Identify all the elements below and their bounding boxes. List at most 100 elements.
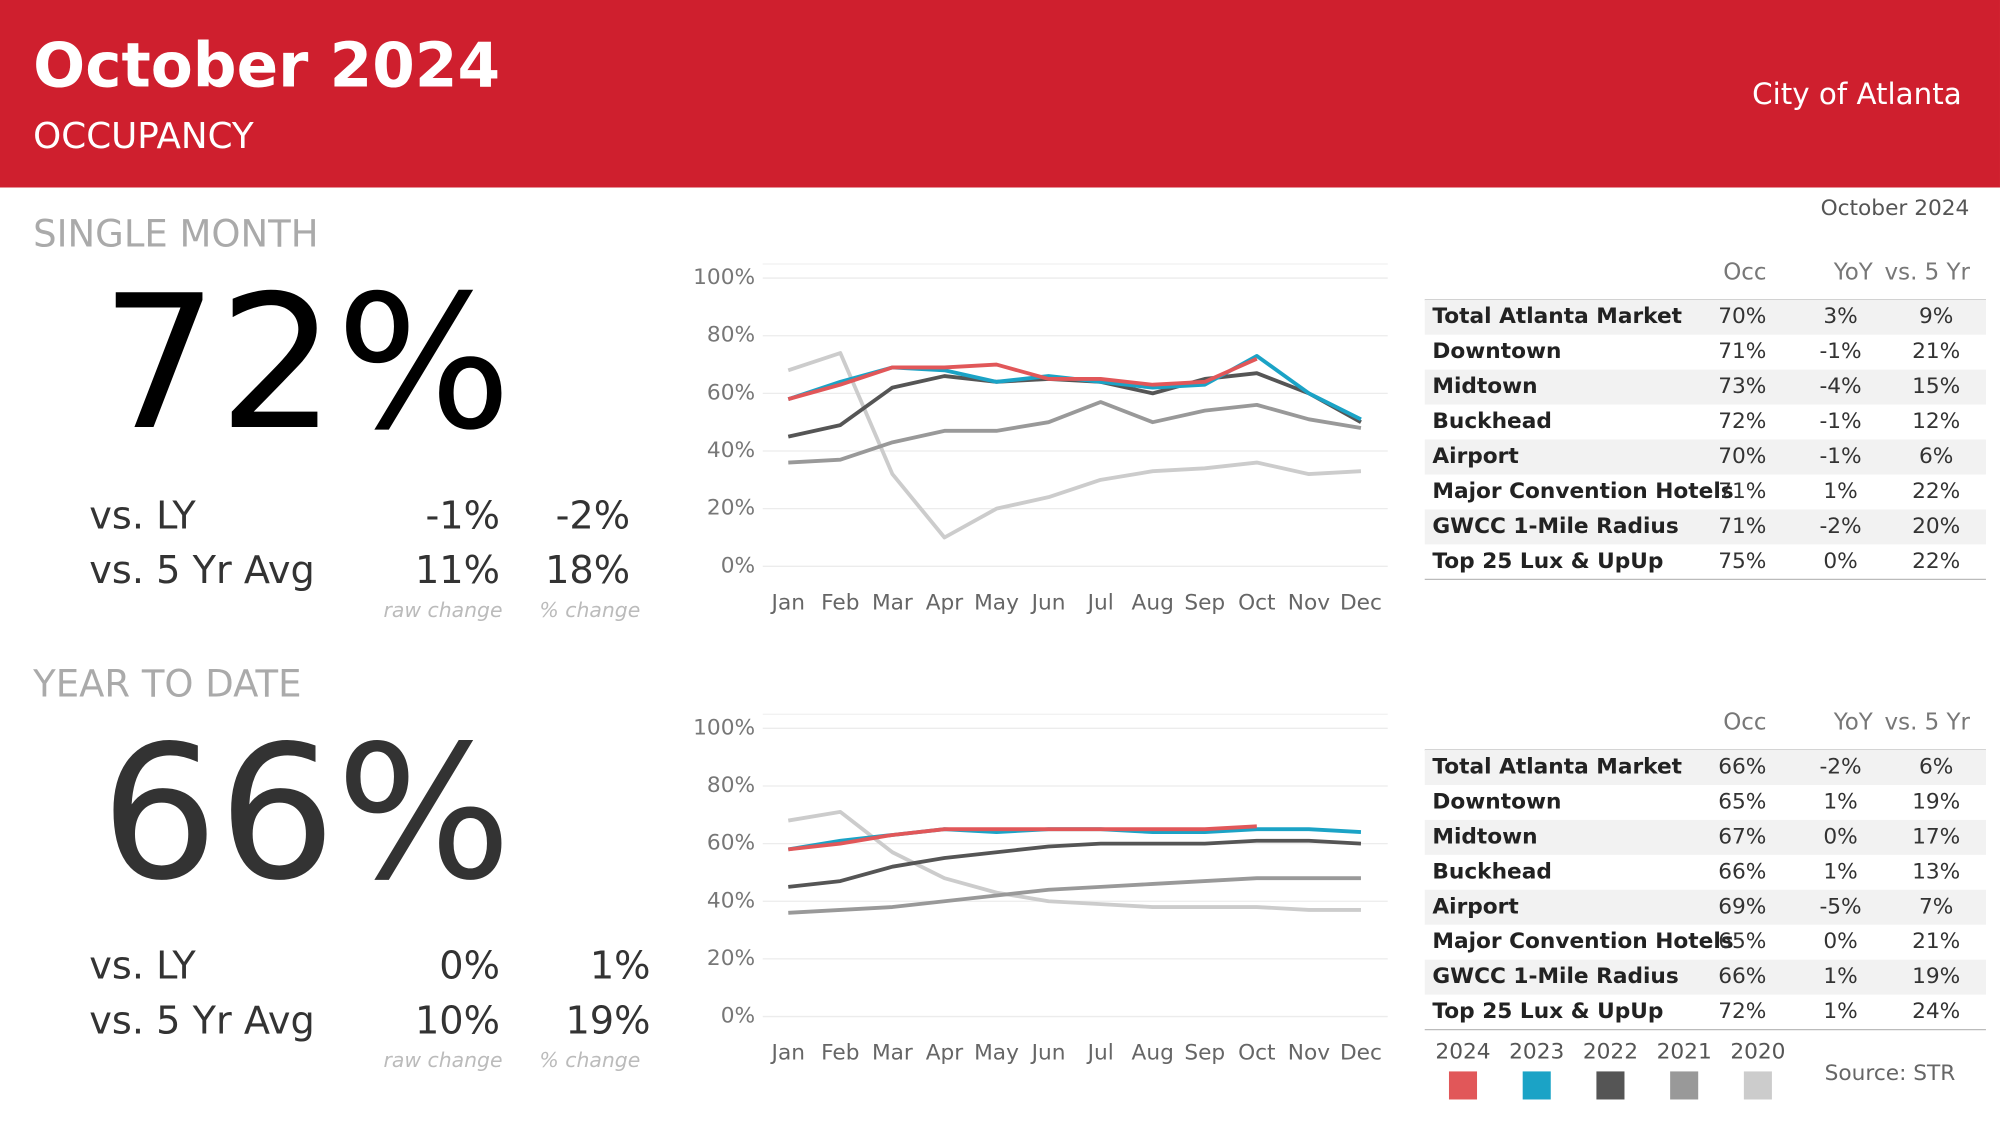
kpi-label: vs. LY <box>89 493 196 538</box>
row-name: Top 25 Lux & UpUp <box>1432 549 1663 574</box>
y-tick-label: 80% <box>707 323 755 348</box>
x-tick-label: Jul <box>1086 1041 1114 1066</box>
y-tick-label: 20% <box>707 946 755 971</box>
cell: 1% <box>1823 859 1857 884</box>
series-line <box>788 400 1362 465</box>
x-tick-label: Oct <box>1238 590 1275 615</box>
row-name: Midtown <box>1432 824 1537 849</box>
cell: 21% <box>1912 339 1960 364</box>
title: October 2024 <box>33 31 500 102</box>
cell: 1% <box>1823 479 1857 504</box>
cell: 72% <box>1718 409 1766 434</box>
cell: -2% <box>1819 514 1861 539</box>
table-header: YoY <box>1833 259 1874 285</box>
big-value: 66% <box>101 705 512 921</box>
row-name: Total Atlanta Market <box>1432 304 1682 329</box>
y-tick-label: 0% <box>721 553 755 578</box>
x-tick-label: Sep <box>1184 1041 1225 1066</box>
x-tick-label: Jun <box>1030 590 1066 615</box>
caption: raw change <box>383 1048 502 1072</box>
kpi-raw: 10% <box>415 998 500 1043</box>
row-name: Airport <box>1432 894 1518 919</box>
cell: 24% <box>1912 999 1960 1024</box>
legend-label: 2020 <box>1730 1039 1785 1064</box>
cell: 12% <box>1912 409 1960 434</box>
x-tick-label: Aug <box>1132 1041 1174 1066</box>
kpi-label: vs. 5 Yr Avg <box>89 998 314 1043</box>
x-tick-label: May <box>974 1041 1019 1066</box>
row-band <box>1424 369 1986 405</box>
cell: 0% <box>1823 929 1857 954</box>
legend-label: 2024 <box>1435 1039 1490 1064</box>
y-tick-label: 20% <box>707 496 755 521</box>
y-tick-label: 60% <box>707 380 755 405</box>
cell: 19% <box>1912 789 1960 814</box>
cell: 72% <box>1718 999 1766 1024</box>
cell: 1% <box>1823 964 1857 989</box>
legend-swatch <box>1596 1071 1625 1100</box>
row-name: Downtown <box>1432 789 1561 814</box>
cell: 66% <box>1718 964 1766 989</box>
source: Source: STR <box>1825 1061 1956 1086</box>
x-tick-label: Oct <box>1238 1041 1275 1066</box>
cell: 71% <box>1718 514 1766 539</box>
x-tick-label: Mar <box>872 590 913 615</box>
cell: 65% <box>1718 789 1766 814</box>
cell: 70% <box>1718 304 1766 329</box>
cell: 1% <box>1823 789 1857 814</box>
x-tick-label: Dec <box>1340 590 1382 615</box>
row-name: Major Convention Hotels <box>1432 929 1733 954</box>
section-heading: YEAR TO DATE <box>32 663 301 706</box>
kpi-raw: 0% <box>439 944 500 989</box>
cell: 19% <box>1912 964 1960 989</box>
kpi-pct: 1% <box>590 944 651 989</box>
cell: 66% <box>1718 859 1766 884</box>
x-tick-label: Feb <box>821 1041 859 1066</box>
canvas: October 2024 OCCUPANCY City of Atlanta O… <box>0 0 2000 1100</box>
cell: 66% <box>1718 754 1766 779</box>
kpi-pct: -2% <box>556 493 630 538</box>
kpi-label: vs. 5 Yr Avg <box>89 548 314 593</box>
cell: 9% <box>1919 304 1953 329</box>
cell: 67% <box>1718 824 1766 849</box>
caption: % change <box>539 598 640 622</box>
row-name: Airport <box>1432 444 1518 469</box>
cell: 1% <box>1823 999 1857 1024</box>
y-tick-label: 60% <box>707 831 755 856</box>
cell: 73% <box>1718 374 1766 399</box>
legend-label: 2023 <box>1509 1039 1564 1064</box>
table-header: Occ <box>1723 710 1766 736</box>
series-line <box>787 357 1258 401</box>
cell: 75% <box>1718 549 1766 574</box>
legend-label: 2022 <box>1583 1039 1638 1064</box>
x-tick-label: Nov <box>1288 1041 1330 1066</box>
row-band <box>1424 509 1986 545</box>
cell: 20% <box>1912 514 1960 539</box>
legend-swatch <box>1448 1071 1478 1100</box>
legend-label: 2021 <box>1657 1039 1712 1064</box>
x-tick-label: Jan <box>770 1041 805 1066</box>
cell: -1% <box>1819 444 1861 469</box>
section-heading: SINGLE MONTH <box>33 212 318 255</box>
y-tick-label: 100% <box>693 265 755 290</box>
cell: 17% <box>1912 824 1960 849</box>
cell: 21% <box>1912 929 1960 954</box>
row-band <box>1424 959 1986 995</box>
kpi-label: vs. LY <box>89 944 196 989</box>
y-tick-label: 0% <box>721 1004 755 1029</box>
row-name: Top 25 Lux & UpUp <box>1432 999 1663 1024</box>
caption: raw change <box>383 598 502 622</box>
series-line <box>787 351 1362 540</box>
location: City of Atlanta <box>1752 77 1962 111</box>
row-band <box>1424 749 1986 785</box>
series-line <box>788 824 1257 852</box>
cell: -1% <box>1819 339 1861 364</box>
cell: 13% <box>1912 859 1960 884</box>
cell: -2% <box>1819 754 1861 779</box>
header-bar <box>0 0 2000 188</box>
row-name: Midtown <box>1432 374 1537 399</box>
cell: 7% <box>1919 894 1953 919</box>
row-band <box>1424 889 1986 925</box>
x-tick-label: May <box>974 590 1019 615</box>
